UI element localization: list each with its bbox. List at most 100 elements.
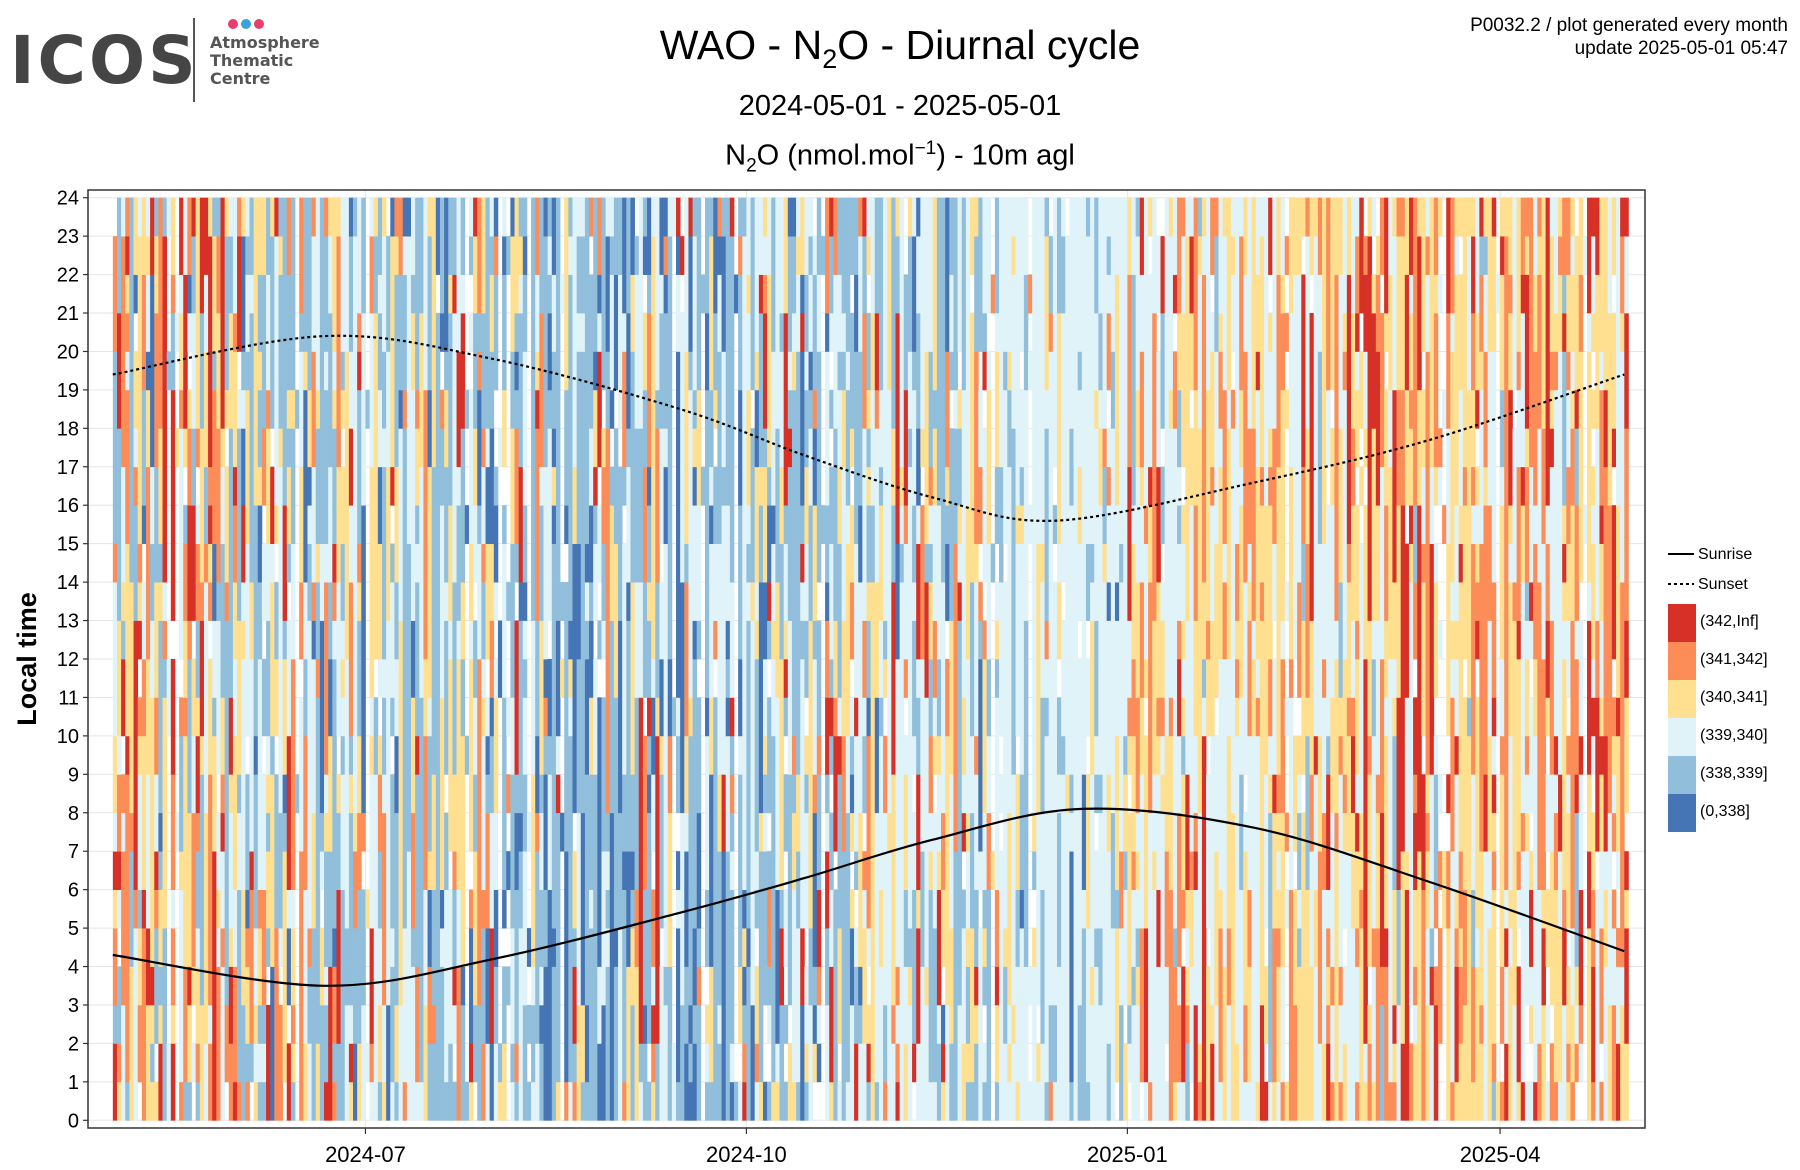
heatmap-cell bbox=[605, 1081, 611, 1121]
heatmap-cell bbox=[241, 236, 246, 275]
heatmap-cell bbox=[332, 1081, 337, 1121]
heatmap-cell bbox=[924, 236, 929, 275]
heatmap-cell bbox=[949, 774, 954, 814]
heatmap-cell bbox=[1032, 428, 1037, 468]
heatmap-cell bbox=[659, 697, 664, 737]
heatmap-cell bbox=[535, 428, 540, 468]
heatmap-cell bbox=[816, 505, 822, 545]
heatmap-cell bbox=[999, 659, 1004, 698]
heatmap-cell bbox=[423, 1043, 428, 1083]
heatmap-cell bbox=[253, 1043, 259, 1083]
heatmap-cell bbox=[324, 851, 329, 890]
heatmap-cell bbox=[812, 582, 818, 621]
heatmap-cell bbox=[220, 389, 225, 429]
heatmap-cell bbox=[141, 197, 147, 237]
heatmap-cell bbox=[266, 697, 271, 737]
heatmap-cell bbox=[377, 774, 383, 814]
heatmap-cell bbox=[742, 966, 747, 1006]
heatmap-cell bbox=[220, 620, 225, 660]
heatmap-cell bbox=[112, 236, 118, 275]
heatmap-cell bbox=[1040, 1004, 1045, 1044]
heatmap-cell bbox=[928, 812, 934, 852]
heatmap-cell bbox=[564, 966, 569, 1006]
heatmap-cell bbox=[957, 735, 963, 775]
heatmap-cell bbox=[489, 851, 495, 890]
heatmap-cell bbox=[717, 428, 722, 468]
heatmap-cell bbox=[191, 505, 197, 545]
heatmap-cell bbox=[270, 1081, 275, 1121]
heatmap-cell bbox=[746, 1081, 751, 1121]
heatmap-cell bbox=[779, 582, 785, 621]
heatmap-cell bbox=[208, 389, 213, 429]
heatmap-cell bbox=[978, 966, 983, 1006]
heatmap-cell bbox=[406, 851, 412, 890]
heatmap-cell bbox=[1011, 735, 1016, 775]
heatmap-cell bbox=[920, 313, 925, 352]
heatmap-cell bbox=[361, 1081, 366, 1121]
heatmap-cell bbox=[841, 889, 847, 929]
heatmap-cell bbox=[605, 197, 611, 237]
heatmap-cell bbox=[539, 620, 544, 660]
heatmap-cell bbox=[145, 505, 151, 545]
heatmap-cell bbox=[895, 236, 900, 275]
heatmap-cell bbox=[410, 582, 416, 621]
heatmap-cell bbox=[874, 505, 880, 545]
heatmap-cell bbox=[758, 1081, 764, 1121]
heatmap-cell bbox=[390, 774, 395, 814]
heatmap-cell bbox=[377, 928, 383, 967]
heatmap-cell bbox=[729, 274, 735, 314]
heatmap-cell bbox=[452, 582, 457, 621]
heatmap-cell bbox=[145, 928, 151, 967]
heatmap-cell bbox=[452, 543, 457, 583]
heatmap-cell bbox=[245, 313, 250, 352]
heatmap-cell bbox=[415, 1004, 420, 1044]
heatmap-cell bbox=[357, 543, 362, 583]
heatmap-cell bbox=[949, 582, 954, 621]
heatmap-cell bbox=[862, 620, 867, 660]
heatmap-cell bbox=[903, 1081, 909, 1121]
heatmap-cell bbox=[758, 851, 764, 890]
heatmap-cell bbox=[762, 505, 768, 545]
heatmap-cell bbox=[945, 197, 950, 237]
heatmap-cell bbox=[344, 1081, 350, 1121]
heatmap-cell bbox=[994, 620, 1000, 660]
heatmap-cell bbox=[290, 1004, 296, 1044]
heatmap-cell bbox=[746, 351, 751, 391]
heatmap-cell bbox=[891, 1004, 896, 1044]
heatmap-cell bbox=[688, 1004, 693, 1044]
heatmap-cell bbox=[858, 466, 863, 506]
heatmap-cell bbox=[187, 928, 192, 967]
heatmap-cell bbox=[837, 812, 842, 852]
heatmap-cell bbox=[303, 620, 308, 660]
heatmap-cell bbox=[970, 197, 975, 237]
heatmap-cell bbox=[903, 659, 909, 698]
heatmap-cell bbox=[191, 735, 197, 775]
heatmap-cell bbox=[423, 389, 428, 429]
heatmap-cell bbox=[448, 582, 453, 621]
heatmap-cell bbox=[829, 1004, 834, 1044]
heatmap-cell bbox=[299, 543, 304, 583]
heatmap-cell bbox=[187, 889, 192, 929]
heatmap-cell bbox=[415, 428, 420, 468]
heatmap-cell bbox=[228, 236, 234, 275]
heatmap-cell bbox=[203, 620, 209, 660]
heatmap-cell bbox=[228, 889, 234, 929]
heatmap-cell bbox=[804, 620, 809, 660]
heatmap-cell bbox=[158, 505, 163, 545]
heatmap-cell bbox=[626, 851, 631, 890]
heatmap-cell bbox=[485, 812, 491, 852]
heatmap-cell bbox=[415, 659, 420, 698]
heatmap-cell bbox=[137, 313, 143, 352]
heatmap-cell bbox=[907, 966, 913, 1006]
heatmap-cell bbox=[779, 351, 785, 391]
heatmap-cell bbox=[286, 236, 292, 275]
heatmap-cell bbox=[825, 659, 830, 698]
heatmap-cell bbox=[796, 543, 801, 583]
heatmap-cell bbox=[924, 659, 929, 698]
heatmap-cell bbox=[589, 351, 594, 391]
heatmap-cell bbox=[319, 466, 325, 506]
heatmap-cell bbox=[344, 697, 350, 737]
heatmap-cell bbox=[299, 351, 304, 391]
heatmap-cell bbox=[241, 428, 246, 468]
heatmap-cell bbox=[510, 1004, 515, 1044]
